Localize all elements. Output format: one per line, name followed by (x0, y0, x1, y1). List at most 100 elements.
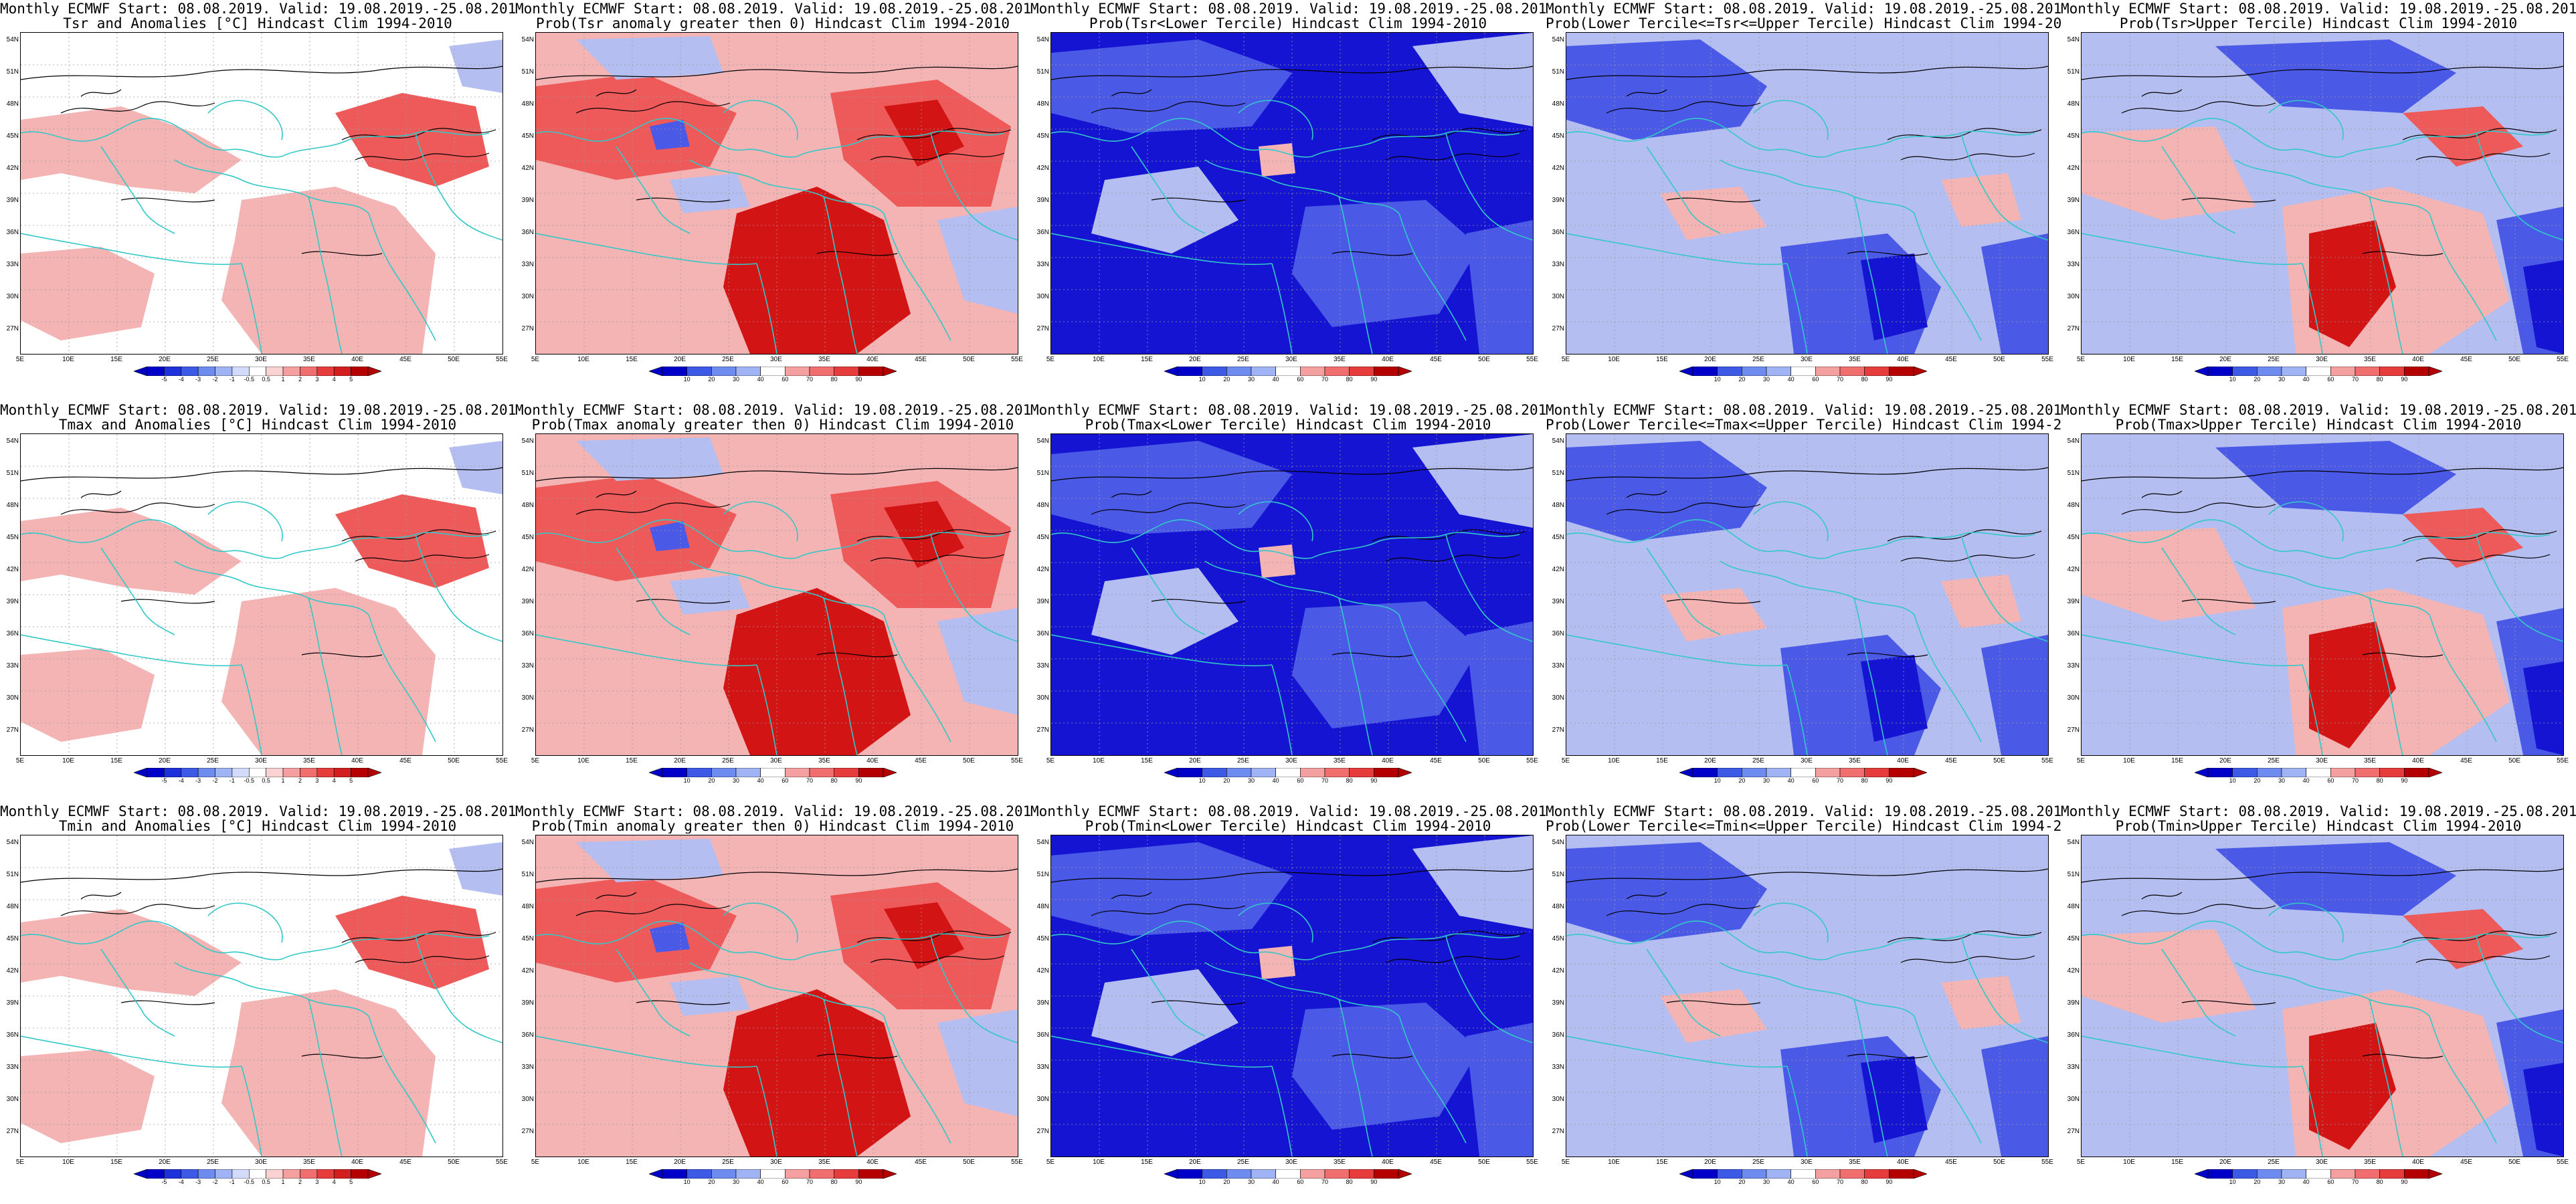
colorbar-tick-label: 60 (1812, 1179, 1819, 1185)
colorbar-tick-label: 4 (332, 1179, 336, 1185)
colorbar-tick-label: 20 (1223, 376, 1230, 383)
colorbar-legend: 10 20 30 40 60 70 80 90 (649, 1169, 897, 1185)
panel-title: Tmax and Anomalies [°C] Hindcast Clim 19… (58, 417, 457, 432)
latitude-label: 54N (2067, 839, 2080, 846)
colorbar-tick-label: 20 (1223, 1179, 1230, 1185)
latitude-label: 42N (6, 967, 19, 975)
latitude-label: 33N (2067, 1064, 2080, 1071)
colorbar-tick-label: 80 (1346, 376, 1353, 383)
longitude-label: 15E (626, 356, 638, 363)
colorbar-tick-label: 60 (1812, 376, 1819, 383)
panel-header-line: Monthly ECMWF Start: 08.08.2019. Valid: … (515, 804, 1030, 819)
latitude-label: 33N (1552, 261, 1564, 268)
longitude-label: 35E (818, 1159, 830, 1166)
latitude-label: 33N (521, 662, 534, 670)
latitude-label: 42N (521, 967, 534, 975)
longitude-label: 35E (818, 757, 830, 765)
latitude-label: 27N (1036, 325, 1049, 332)
longitude-label: 50E (2508, 1159, 2520, 1166)
colorbar-tick-label: 40 (2302, 376, 2310, 383)
longitude-label: 20E (1704, 757, 1716, 765)
longitude-label: 20E (674, 757, 686, 765)
map-panel-tmin-anom: Monthly ECMWF Start: 08.08.2019. Valid: … (0, 803, 515, 1204)
colorbar-labels: 10 20 30 40 60 70 80 90 (649, 376, 897, 384)
latitude-label: 45N (1036, 935, 1049, 942)
latitude-label: 48N (2067, 100, 2080, 108)
colorbar-legend: 10 20 30 40 60 70 80 90 (1164, 1169, 1412, 1185)
colorbar-tick-label: 80 (1861, 1179, 1868, 1185)
latitude-label: 36N (1036, 630, 1049, 637)
longitude-label: 30E (770, 1159, 782, 1166)
forecast-field-map (1051, 434, 1533, 755)
longitude-label: 5E (2076, 757, 2086, 765)
colorbar-strip (1679, 1169, 1927, 1179)
forecast-field-map (21, 33, 502, 354)
longitude-label: 45E (2460, 1159, 2472, 1166)
colorbar-tick-label: 30 (2278, 376, 2286, 383)
colorbar-tick-label: -1 (229, 376, 235, 383)
latitude-label: 54N (2067, 437, 2080, 445)
colorbar-tick-label: 30 (732, 1179, 740, 1185)
colorbar-tick-label: 1 (281, 777, 285, 784)
colorbar-tick-label: -5 (161, 777, 167, 784)
latitude-label: 54N (521, 36, 534, 43)
colorbar-tick-label: 70 (1836, 1179, 1844, 1185)
latitude-label: 45N (1552, 132, 1564, 140)
longitude-label: 10E (2123, 1159, 2135, 1166)
latitude-label: 39N (6, 598, 19, 605)
longitude-label: 35E (1333, 356, 1346, 363)
colorbar-tick-label: 10 (1198, 777, 1206, 784)
colorbar-tick-label: 5 (349, 777, 353, 784)
longitude-label: 50E (448, 1159, 460, 1166)
colorbar-tick-label: 70 (2351, 1179, 2359, 1185)
colorbar-tick-label: -0.5 (244, 1179, 255, 1185)
longitude-label: 20E (2219, 757, 2231, 765)
longitude-label: 40E (1382, 356, 1394, 363)
longitude-label: 25E (1237, 356, 1249, 363)
longitude-label: 40E (1897, 1159, 1909, 1166)
longitude-label: 50E (1478, 356, 1490, 363)
latitude-label: 54N (2067, 36, 2080, 43)
latitude-label: 39N (521, 598, 534, 605)
colorbar-tick-label: -4 (178, 376, 184, 383)
longitude-label: 5E (15, 1159, 25, 1166)
colorbar-legend: 10 20 30 40 60 70 80 90 (2195, 367, 2442, 383)
latitude-label: 27N (6, 325, 19, 332)
longitude-label: 55E (1526, 1159, 1538, 1166)
latitude-label: 30N (521, 694, 534, 702)
latitude-label: 36N (6, 630, 19, 637)
colorbar-tick-label: 90 (1885, 1179, 1893, 1185)
latitude-label: 33N (521, 261, 534, 268)
latitude-label: 39N (6, 197, 19, 204)
longitude-label: 10E (1093, 757, 1105, 765)
latitude-label: 30N (6, 1096, 19, 1103)
colorbar-tick-label: 3 (315, 777, 319, 784)
longitude-label: 50E (1478, 757, 1490, 765)
map-area (2081, 32, 2564, 355)
map-panel-tsr-middle: Monthly ECMWF Start: 08.08.2019. Valid: … (1546, 0, 2061, 401)
colorbar-tick-label: 80 (830, 777, 838, 784)
colorbar-labels: 10 20 30 40 60 70 80 90 (1164, 376, 1412, 384)
longitude-label: 55E (1011, 1159, 1023, 1166)
colorbar-tick-label: 40 (2302, 1179, 2310, 1185)
panel-title: Prob(Tmax anomaly greater then 0) Hindca… (531, 417, 1014, 432)
latitude-label: 33N (1552, 1064, 1564, 1071)
longitude-label: 5E (2076, 1159, 2086, 1166)
colorbar-tick-label: 20 (2253, 777, 2261, 784)
colorbar-tick-label: 20 (1738, 777, 1746, 784)
panel-header-line: Monthly ECMWF Start: 08.08.2019. Valid: … (0, 1, 515, 16)
longitude-label: 10E (1608, 356, 1620, 363)
latitude-label: 54N (6, 839, 19, 846)
latitude-label: 42N (1036, 967, 1049, 975)
map-area (535, 433, 1018, 756)
colorbar-tick-label: 0.5 (262, 1179, 270, 1185)
latitude-label: 39N (1036, 598, 1049, 605)
colorbar-strip (134, 1169, 381, 1179)
colorbar-labels: 10 20 30 40 60 70 80 90 (1164, 777, 1412, 785)
longitude-label: 15E (110, 356, 122, 363)
colorbar-strip (649, 1169, 897, 1179)
longitude-label: 15E (1656, 757, 1668, 765)
longitude-label: 25E (1752, 757, 1764, 765)
forecast-field-map (536, 434, 1018, 755)
colorbar-tick-label: 0.5 (262, 376, 270, 383)
